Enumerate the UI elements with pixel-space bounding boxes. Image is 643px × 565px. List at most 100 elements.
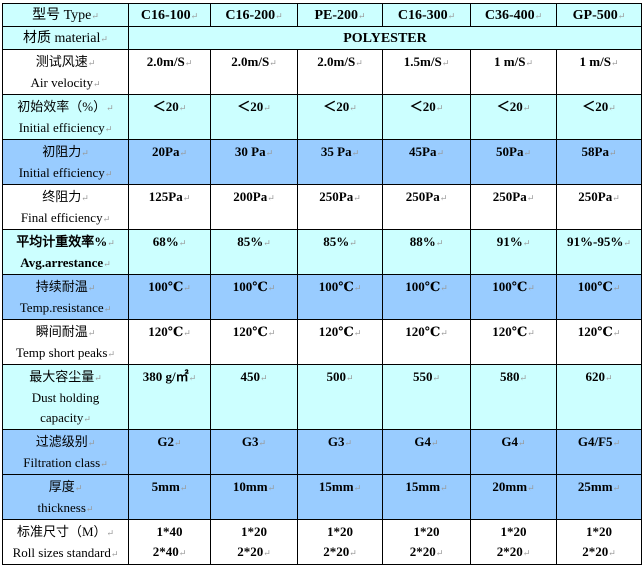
model-header: C16-100 xyxy=(128,3,211,27)
material-row: 材质 material POLYESTER xyxy=(2,26,642,50)
value-cell: G3 xyxy=(210,429,298,475)
row-label: 最大容尘量Dust holding capacity xyxy=(2,364,129,430)
value-cell: 88% xyxy=(382,229,471,275)
row-label-cn: 终阻力 xyxy=(5,187,126,208)
value-cell: 120℃ xyxy=(470,319,557,365)
value-cell: 120℃ xyxy=(128,319,211,365)
value-cell: 2.0m/S xyxy=(128,49,211,95)
row-label: 初始效率（%）Initial efficiency xyxy=(2,94,129,140)
value-text: 5mm xyxy=(152,479,188,494)
value-text: 250Pa xyxy=(406,189,448,204)
value-text: 100℃ xyxy=(148,279,191,294)
row-label-en: Avg.arrestance xyxy=(5,253,126,274)
value-text: 30 Pa xyxy=(235,144,273,159)
value-cell: 100℃ xyxy=(382,274,471,320)
value-cell: 120℃ xyxy=(382,319,471,365)
value-text: 500 xyxy=(326,369,353,384)
row-label-en: Filtration class xyxy=(5,453,126,474)
value-cell: 250Pa xyxy=(297,184,383,230)
row-label-cn: 持续耐温 xyxy=(5,277,126,298)
type-header: 型号 Type xyxy=(2,3,129,27)
value-cell: 1*20 2*20 xyxy=(210,519,298,565)
value-cell: 85% xyxy=(297,229,383,275)
value-text: 120℃ xyxy=(148,324,191,339)
row-label: 过滤级别Filtration class xyxy=(2,429,129,475)
value-cell: 380 g/㎡ xyxy=(128,364,211,430)
row-label-cn: 平均计重效率% xyxy=(5,232,126,253)
value-cell: ＜20 xyxy=(470,94,557,140)
value-text: 20Pa xyxy=(152,144,187,159)
value-cell: 125Pa xyxy=(128,184,211,230)
value-cell: 5mm xyxy=(128,474,211,520)
header-row: 型号 Type C16-100 C16-200 PE-200 C16-300 C… xyxy=(2,3,642,27)
value-text: ＜20 xyxy=(582,99,616,114)
value-text: 120℃ xyxy=(233,324,276,339)
value-text: 1.5m/S xyxy=(404,54,449,69)
value-text: G4 xyxy=(414,434,438,449)
value-text: 120℃ xyxy=(492,324,535,339)
row-label: 终阻力Final efficiency xyxy=(2,184,129,230)
value-text: 85% xyxy=(323,234,357,249)
value-cell: 68% xyxy=(128,229,211,275)
value-text: 15mm xyxy=(319,479,361,494)
value-cell: 1*20 2*20 xyxy=(470,519,557,565)
value-text: 100℃ xyxy=(492,279,535,294)
value-cell: ＜20 xyxy=(297,94,383,140)
row-label-cn: 瞬间耐温 xyxy=(5,322,126,343)
value-text: 2.0m/S xyxy=(317,54,362,69)
table-row: 终阻力Final efficiency 125Pa 200Pa 250Pa 250Pa 2… xyxy=(2,184,642,230)
material-label: 材质 material xyxy=(2,26,129,50)
value-cell: 1*20 2*20 xyxy=(382,519,471,565)
value-text: 100℃ xyxy=(319,279,362,294)
value-cell: 91% xyxy=(470,229,557,275)
value-text: 68% xyxy=(153,234,187,249)
table-row: 平均计重效率%Avg.arrestance 68% 85% 85% 88% 91% 91%-… xyxy=(2,229,642,275)
value-text: 120℃ xyxy=(405,324,448,339)
value-text: 1*20 2*20 xyxy=(237,524,271,559)
value-cell: ＜20 xyxy=(556,94,642,140)
value-text: 25mm xyxy=(578,479,620,494)
value-text: 91%-95% xyxy=(567,234,631,249)
value-cell: 100℃ xyxy=(556,274,642,320)
value-cell: 200Pa xyxy=(210,184,298,230)
value-text: ＜20 xyxy=(237,99,271,114)
spec-table: 型号 Type C16-100 C16-200 PE-200 C16-300 C… xyxy=(2,3,642,565)
value-text: ＜20 xyxy=(497,99,531,114)
model-header: C16-300 xyxy=(382,3,471,27)
table-row: 过滤级别Filtration class G2 G3 G3 G4 G4 G4/F5 xyxy=(2,429,642,475)
value-cell: 20Pa xyxy=(128,139,211,185)
value-text: G4/F5 xyxy=(578,434,620,449)
value-cell: 58Pa xyxy=(556,139,642,185)
row-label: 厚度thickness xyxy=(2,474,129,520)
table-row: 初始效率（%）Initial efficiency ＜20 ＜20 ＜20 ＜20 ＜20… xyxy=(2,94,642,140)
row-label-en: Temp.resistance xyxy=(5,298,126,319)
value-text: ＜20 xyxy=(410,99,444,114)
value-text: ＜20 xyxy=(323,99,357,114)
value-text: G4 xyxy=(501,434,525,449)
value-cell: 15mm xyxy=(297,474,383,520)
value-cell: G2 xyxy=(128,429,211,475)
value-cell: 20mm xyxy=(470,474,557,520)
value-cell: 100℃ xyxy=(297,274,383,320)
value-cell: 2.0m/S xyxy=(297,49,383,95)
value-cell: 85% xyxy=(210,229,298,275)
table-row: 最大容尘量Dust holding capacity 380 g/㎡ 450 500 5… xyxy=(2,364,642,430)
value-text: 120℃ xyxy=(319,324,362,339)
value-cell: G4 xyxy=(382,429,471,475)
value-text: 580 xyxy=(500,369,527,384)
value-text: 380 g/㎡ xyxy=(143,369,196,384)
value-cell: 1 m/S xyxy=(556,49,642,95)
row-label-cn: 初阻力 xyxy=(5,142,126,163)
value-text: 85% xyxy=(237,234,271,249)
value-cell: 250Pa xyxy=(470,184,557,230)
value-text: 10mm xyxy=(233,479,275,494)
value-text: 100℃ xyxy=(405,279,448,294)
value-cell: ＜20 xyxy=(382,94,471,140)
value-cell: G4 xyxy=(470,429,557,475)
value-text: 45Pa xyxy=(409,144,444,159)
value-text: 2.0m/S xyxy=(231,54,276,69)
model-header: PE-200 xyxy=(297,3,383,27)
value-cell: 10mm xyxy=(210,474,298,520)
row-label-cn: 过滤级别 xyxy=(5,432,126,453)
value-text: G3 xyxy=(242,434,266,449)
